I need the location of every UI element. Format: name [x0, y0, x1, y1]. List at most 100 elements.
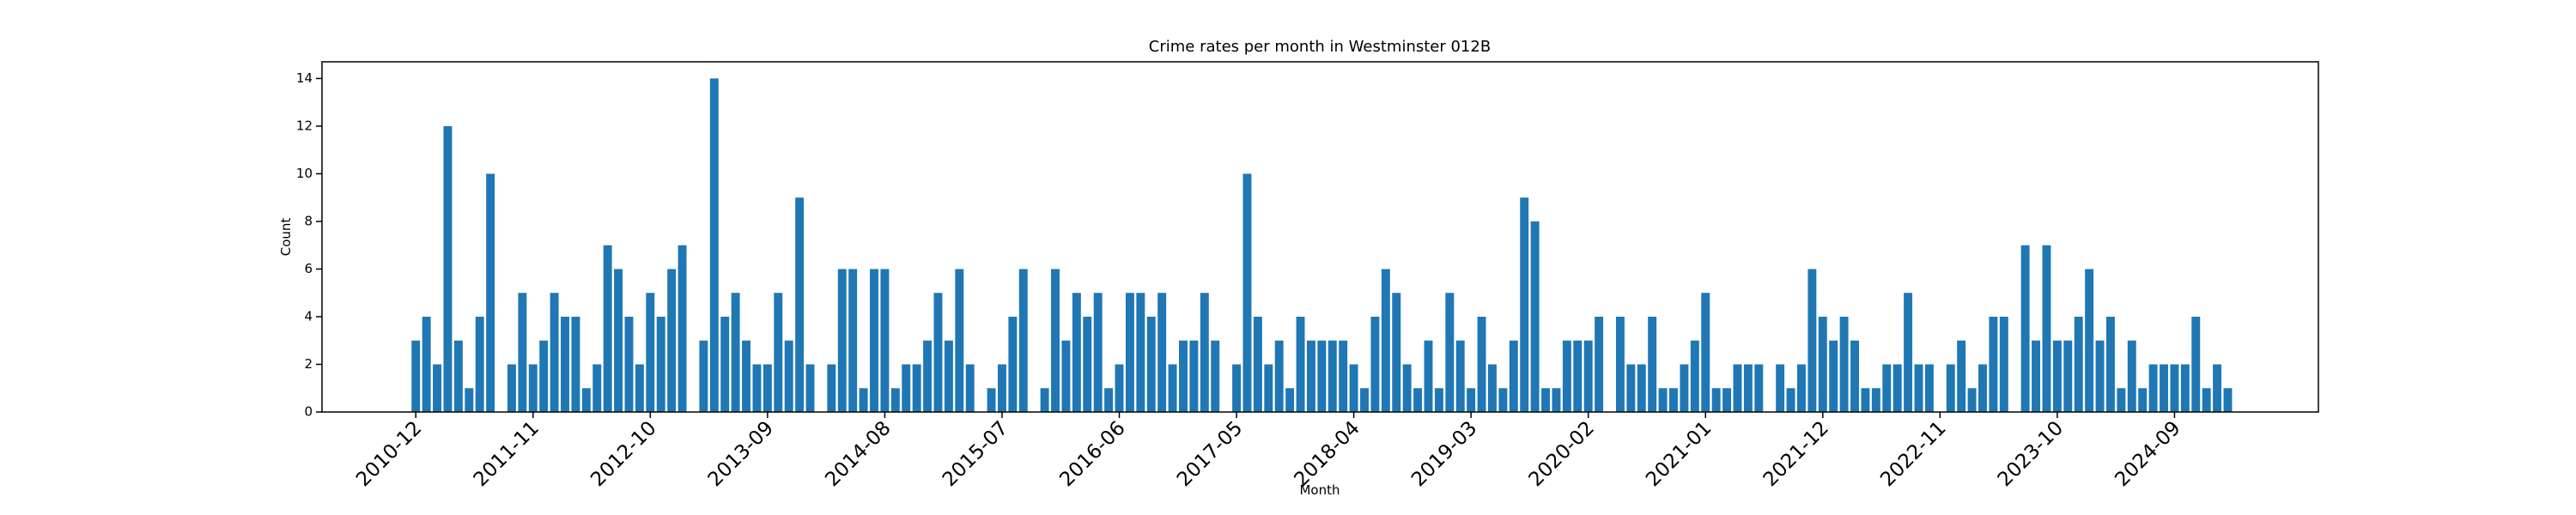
bar [1339, 340, 1348, 412]
bar [1413, 388, 1423, 412]
bar [1999, 316, 2008, 412]
bar [550, 293, 559, 412]
bar [1861, 388, 1870, 412]
bar [1786, 388, 1795, 412]
x-tick-label: 2012-10 [586, 417, 660, 491]
bar [1893, 364, 1902, 412]
bar [2042, 245, 2051, 412]
bar [1445, 293, 1455, 412]
bar [923, 340, 933, 412]
bar [1850, 340, 1859, 412]
x-tick-label: 2019-03 [1407, 417, 1481, 491]
bar [1957, 340, 1966, 412]
bar [646, 293, 655, 412]
bar [1541, 388, 1551, 412]
bar [1754, 364, 1764, 412]
x-tick-label: 2018-04 [1291, 417, 1364, 491]
bar [1722, 388, 1732, 412]
bar [539, 340, 549, 412]
bar [762, 364, 772, 412]
x-tick-label: 2013-09 [704, 417, 778, 491]
bar [518, 293, 527, 412]
bar [507, 364, 516, 412]
bar [997, 364, 1006, 412]
bar [1008, 316, 1018, 412]
bar [2052, 340, 2062, 412]
bar [1882, 364, 1892, 412]
bar [1264, 364, 1273, 412]
bar [2223, 388, 2233, 412]
bar [1477, 316, 1486, 412]
x-tick-label: 2015-07 [939, 417, 1012, 491]
bar [827, 364, 836, 412]
bar [742, 340, 751, 412]
x-tick-label: 2010-12 [352, 417, 426, 491]
x-tick-label: 2023-10 [1994, 417, 2068, 491]
bar [1189, 340, 1199, 412]
x-tick-label: 2020-02 [1525, 417, 1599, 491]
bar [1807, 269, 1817, 412]
bar [2063, 340, 2073, 412]
bar [571, 316, 580, 412]
bar [880, 269, 890, 412]
bar [1904, 293, 1913, 412]
bar [635, 364, 644, 412]
bar [1595, 316, 1604, 412]
bar [1669, 388, 1678, 412]
bar [1583, 340, 1593, 412]
bar [1690, 340, 1699, 412]
bar [581, 388, 591, 412]
bar [624, 316, 634, 412]
bar [1829, 340, 1838, 412]
bar [1914, 364, 1923, 412]
bar [2020, 245, 2030, 412]
bar [1871, 388, 1880, 412]
bar [1467, 388, 1476, 412]
x-tick-label: 2021-01 [1642, 417, 1716, 491]
bar [1402, 364, 1412, 412]
bar [1317, 340, 1327, 412]
bar [1360, 388, 1369, 412]
bar [774, 293, 783, 412]
bar [656, 316, 665, 412]
bar [1115, 364, 1124, 412]
y-tick-label: 8 [304, 213, 313, 228]
bar [1743, 364, 1753, 412]
x-tick-label: 2016-06 [1055, 417, 1129, 491]
bar [433, 364, 442, 412]
y-axis-label: Count [278, 218, 294, 257]
bar [902, 364, 911, 412]
bar [837, 269, 847, 412]
bar [805, 364, 815, 412]
bar [1498, 388, 1508, 412]
bar [2202, 388, 2211, 412]
bar [528, 364, 538, 412]
bar [1680, 364, 1689, 412]
bar [912, 364, 921, 412]
bar [1796, 364, 1806, 412]
bar [1488, 364, 1497, 412]
bar [1626, 364, 1636, 412]
bar [2180, 364, 2190, 412]
bar [465, 388, 474, 412]
bar [1924, 364, 1934, 412]
bar [965, 364, 975, 412]
bar [1989, 316, 1998, 412]
bar [2095, 340, 2105, 412]
bar [848, 269, 858, 412]
bar [1285, 388, 1295, 412]
bar [752, 364, 762, 412]
bar [486, 173, 495, 412]
bar [1562, 340, 1571, 412]
bar [1455, 340, 1465, 412]
plot-frame [321, 61, 2319, 413]
bar [1168, 364, 1177, 412]
bar [667, 269, 677, 412]
bar [987, 388, 996, 412]
bar [443, 125, 453, 412]
y-tick-label: 12 [296, 118, 313, 133]
bar [2032, 340, 2041, 412]
bar [731, 293, 740, 412]
bar [1733, 364, 1742, 412]
